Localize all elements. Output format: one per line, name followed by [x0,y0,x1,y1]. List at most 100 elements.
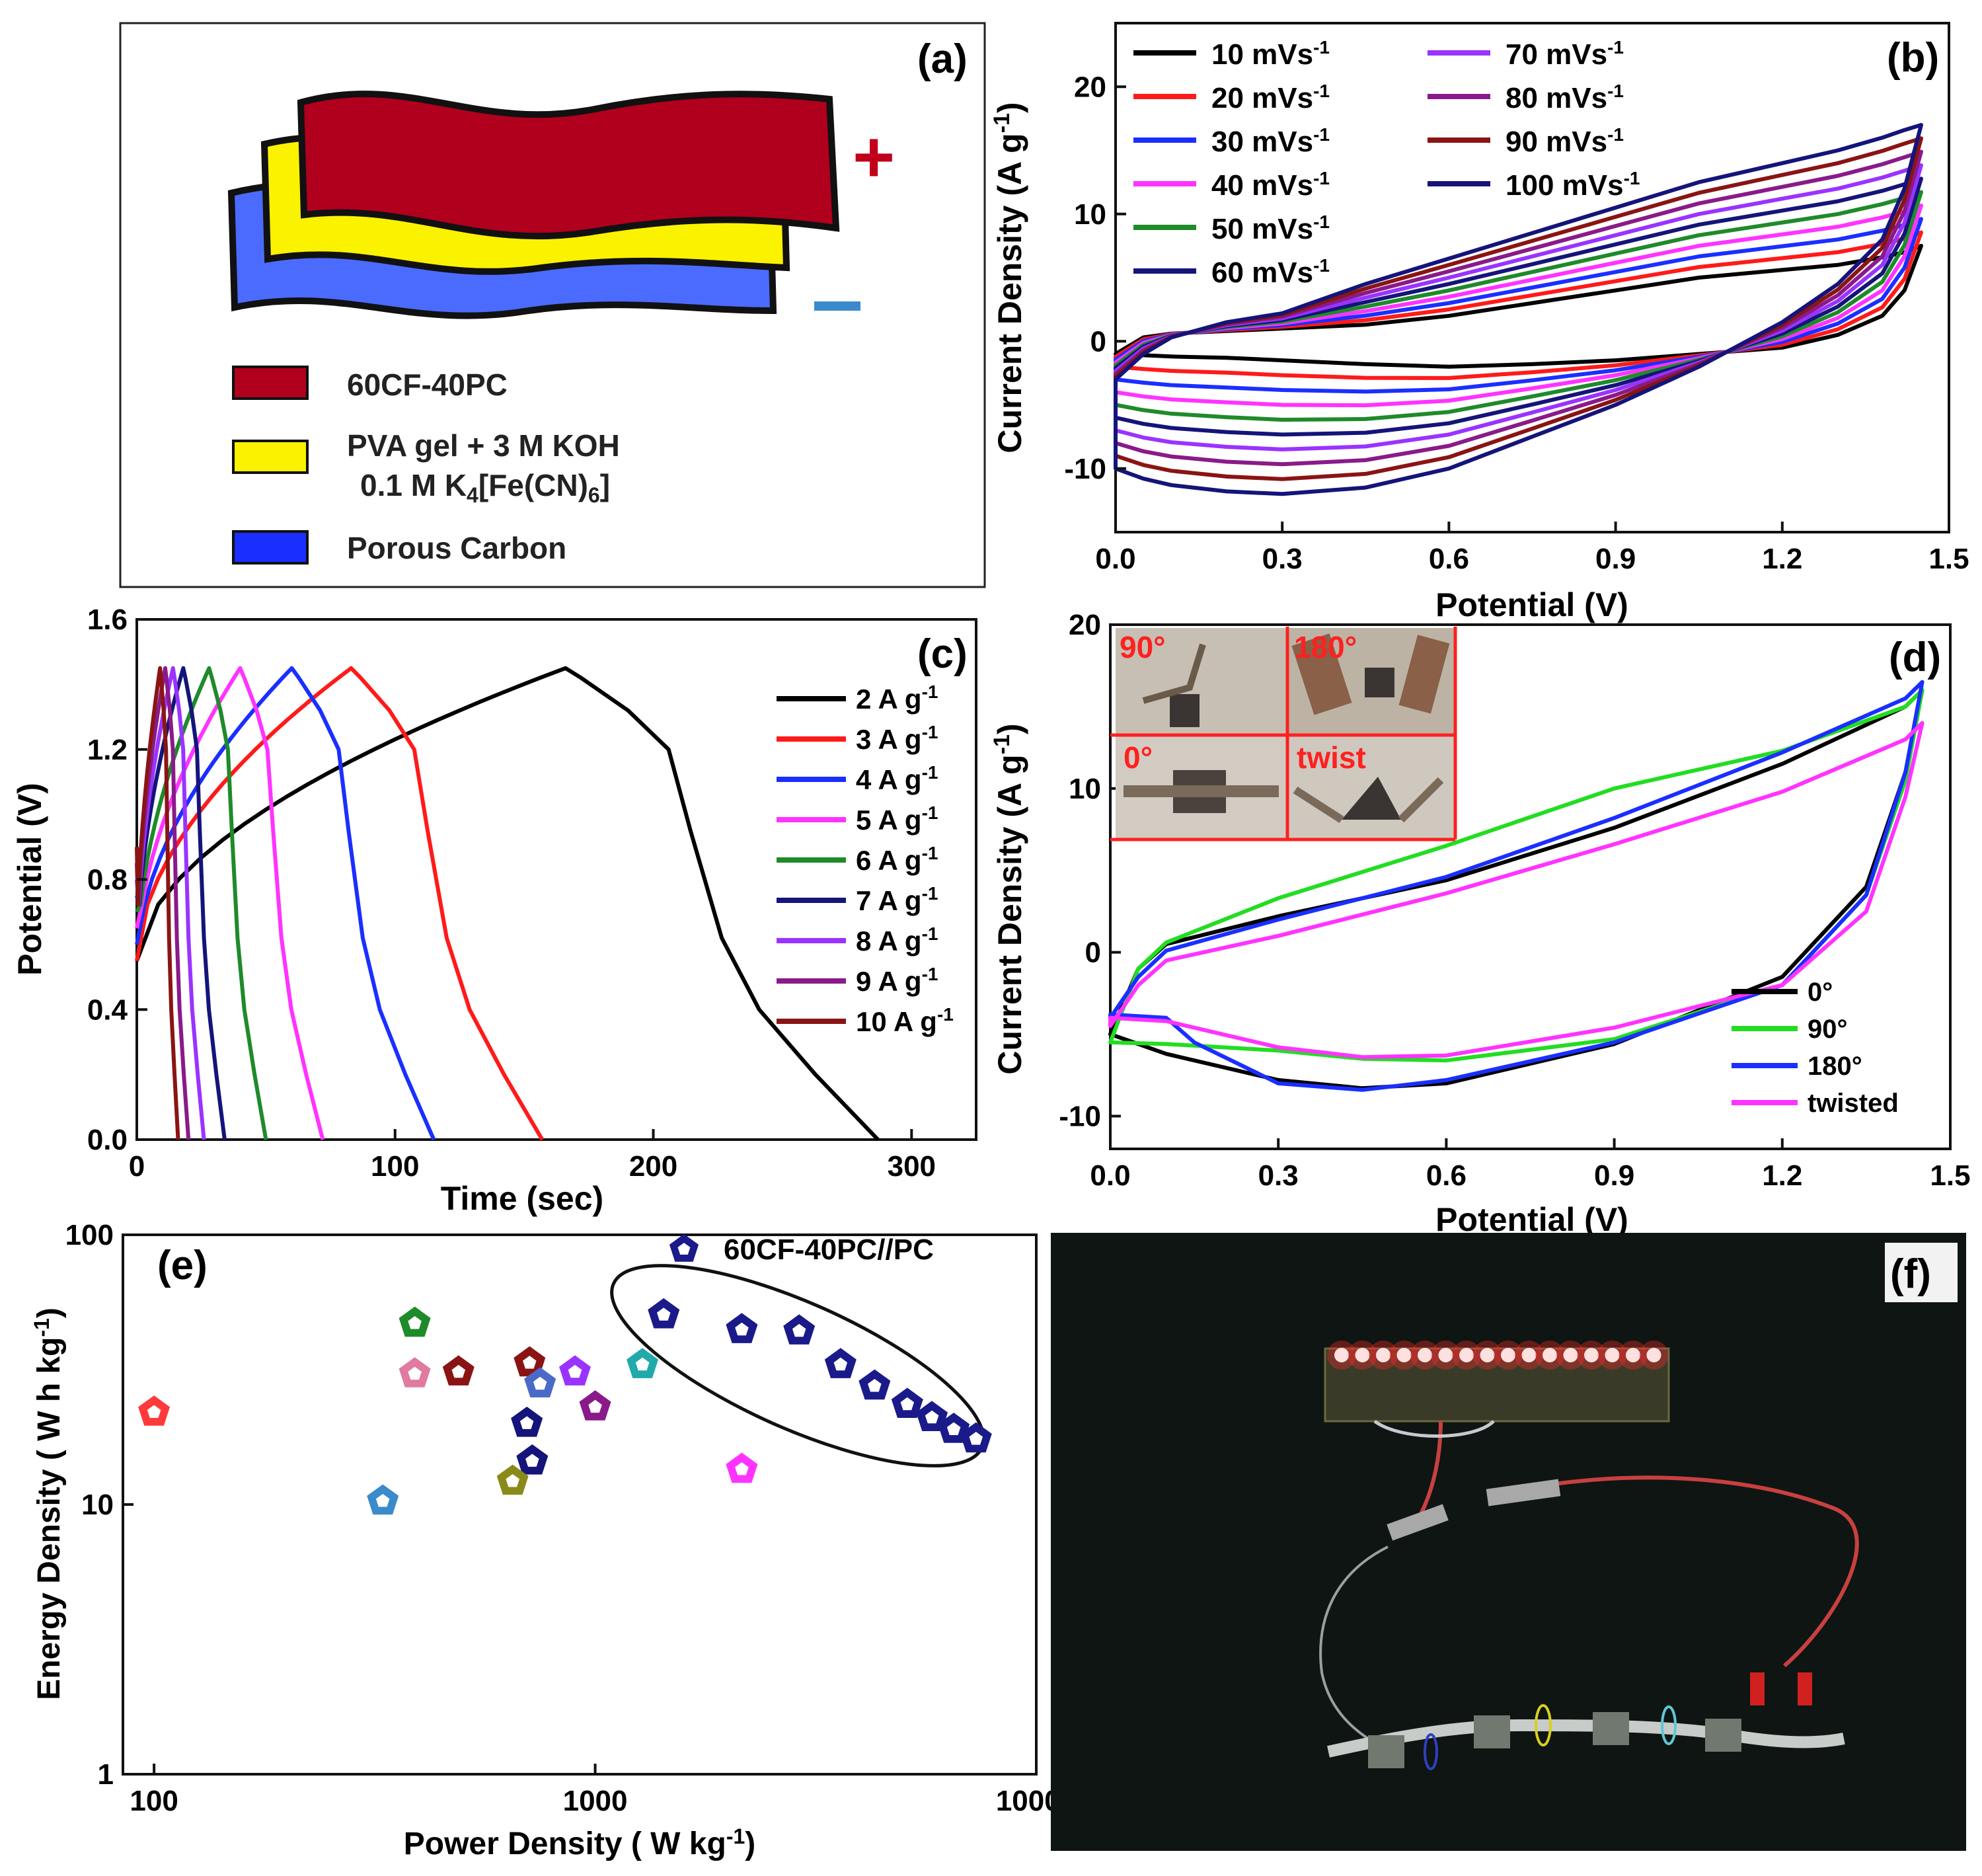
panel-d-inset: 90° 180° 0° twist [1110,627,1457,841]
panel-b-label: (b) [1887,35,1939,81]
d-ytick-label: 20 [1069,609,1101,641]
b-series-10 [1114,243,1923,369]
e-point-ref [442,1355,475,1386]
e-xtick-label: 1000 [563,1785,628,1817]
e-point-main [891,1387,923,1418]
inset-wire-90 [1142,643,1206,704]
inset-label-90: 90° [1120,630,1166,664]
b-ytick-label: 10 [1074,198,1106,231]
b-legend-label: 10 mVs-1 [1211,37,1330,71]
wire-dark [1319,1545,1389,1740]
c-legend-label: 10 A g-1 [856,1004,954,1037]
b-series-70 [1114,163,1923,451]
legend-swatch-porous [232,530,309,565]
inset-label-twist: twist [1297,740,1366,775]
d-legend-label: 90° [1808,1015,1848,1044]
e-xtick-label: 100 [130,1785,178,1817]
panel-c-curves [135,666,880,1142]
b-series-100 [1114,123,1923,496]
wire-red [1419,1421,1859,1668]
panel-d-ylabel: Current Density (A g-1) [989,723,1028,1074]
e-point-main [824,1348,857,1378]
d-xtick-label: 0.0 [1090,1159,1130,1192]
red-layer [297,91,840,240]
b-legend-label: 70 mVs-1 [1506,37,1624,71]
c-legend-label: 2 A g-1 [856,682,938,715]
c-ytick-label: 0.8 [87,864,128,896]
led [1438,1348,1453,1362]
panel-d-ticks: 0.0 0.3 0.6 0.9 1.2 1.5 -10 0 10 20 [1059,609,1970,1192]
led [1396,1348,1412,1362]
e-point-ref [579,1390,611,1421]
c-legend-label: 3 A g-1 [856,722,938,755]
led [1543,1348,1557,1362]
minus-sign-bar [814,301,860,311]
led [1626,1348,1640,1362]
b-legend-label: 90 mVs-1 [1506,124,1624,158]
wire-white [1373,1419,1495,1438]
b-legend-label: 20 mVs-1 [1211,81,1330,114]
e-point-ref [399,1306,431,1337]
led [1334,1348,1349,1362]
c-legend-label: 6 A g-1 [856,843,938,876]
connector-red-1 [1750,1672,1765,1705]
led [1521,1348,1537,1362]
panel-e-label: (e) [157,1243,208,1288]
panel-a: (a) + 60CF-40PC PVA gel + 3 M KOH 0.1 M … [119,22,986,588]
e-ytick-label: 100 [65,1219,114,1251]
panel-c-label: (c) [917,631,968,677]
b-series-20 [1114,230,1923,380]
plus-sign: + [853,116,895,198]
e-point-main [648,1298,680,1329]
led [1480,1348,1495,1362]
b-ytick-label: 0 [1090,325,1106,358]
paperclip-blue [1424,1733,1438,1770]
panel-e-ylabel: Energy Density ( W h kg-1) [30,1308,67,1700]
c-ytick-label: 0.4 [87,994,128,1026]
panel-b-curves [1114,123,1923,496]
b-xtick-label: 0.6 [1429,543,1469,575]
d-series-3 [1108,721,1925,1060]
e-point-ref [496,1464,529,1495]
panel-d-label: (d) [1889,635,1941,680]
c-series-2 [135,666,880,1142]
e-legend-marker [669,1233,699,1262]
panel-e-xlabel: Power Density ( W kg-1) [404,1824,756,1861]
panel-d-xlabel: Potential (V) [1435,1201,1628,1238]
led [1646,1348,1661,1362]
panel-b-legend: 10 mVs-1 20 mVs-1 30 mVs-1 40 mVs-1 50 mVs-1… [1133,37,1640,289]
d-xtick-label: 0.9 [1594,1159,1634,1192]
b-legend-label: 80 mVs-1 [1506,81,1624,114]
inset-clip-180-left [1291,633,1352,715]
legend-swatch-pva [232,440,309,474]
b-legend-label: 40 mVs-1 [1211,168,1330,202]
panel-b-frame [1114,22,1950,533]
led [1605,1348,1620,1362]
c-xtick-label: 300 [888,1150,936,1183]
e-point-ref [511,1406,543,1437]
d-xtick-label: 1.5 [1930,1159,1970,1192]
d-xtick-label: 0.3 [1258,1159,1299,1192]
e-point-ref [516,1444,549,1475]
d-series-2 [1108,680,1925,1092]
panel-c-xlabel: Time (sec) [441,1180,603,1217]
b-legend-label: 50 mVs-1 [1211,212,1330,245]
b-series-30 [1114,217,1923,394]
panel-b-xlabel: Potential (V) [1435,586,1628,623]
b-series-60 [1114,176,1923,437]
b-xtick-label: 0.0 [1095,543,1135,575]
panel-a-label: (a) [917,36,968,82]
e-point-ref [726,1452,758,1483]
panel-c-ticks: 0 100 200 300 0.0 0.4 0.8 1.2 1.6 [87,604,936,1183]
led-row [1327,1341,1669,1370]
b-series-50 [1114,190,1923,422]
inset-clip-180-right [1398,635,1450,714]
b-ytick-label: 20 [1074,71,1106,103]
e-point-ref [399,1357,431,1387]
c-legend-label: 5 A g-1 [856,802,938,836]
connector-red-2 [1798,1672,1812,1705]
inset-label-0: 0° [1124,740,1153,775]
led [1459,1348,1474,1362]
panel-f-photo [1051,1233,1966,1851]
panel-e-legend: 60CF-40PC//PC [724,1233,934,1266]
